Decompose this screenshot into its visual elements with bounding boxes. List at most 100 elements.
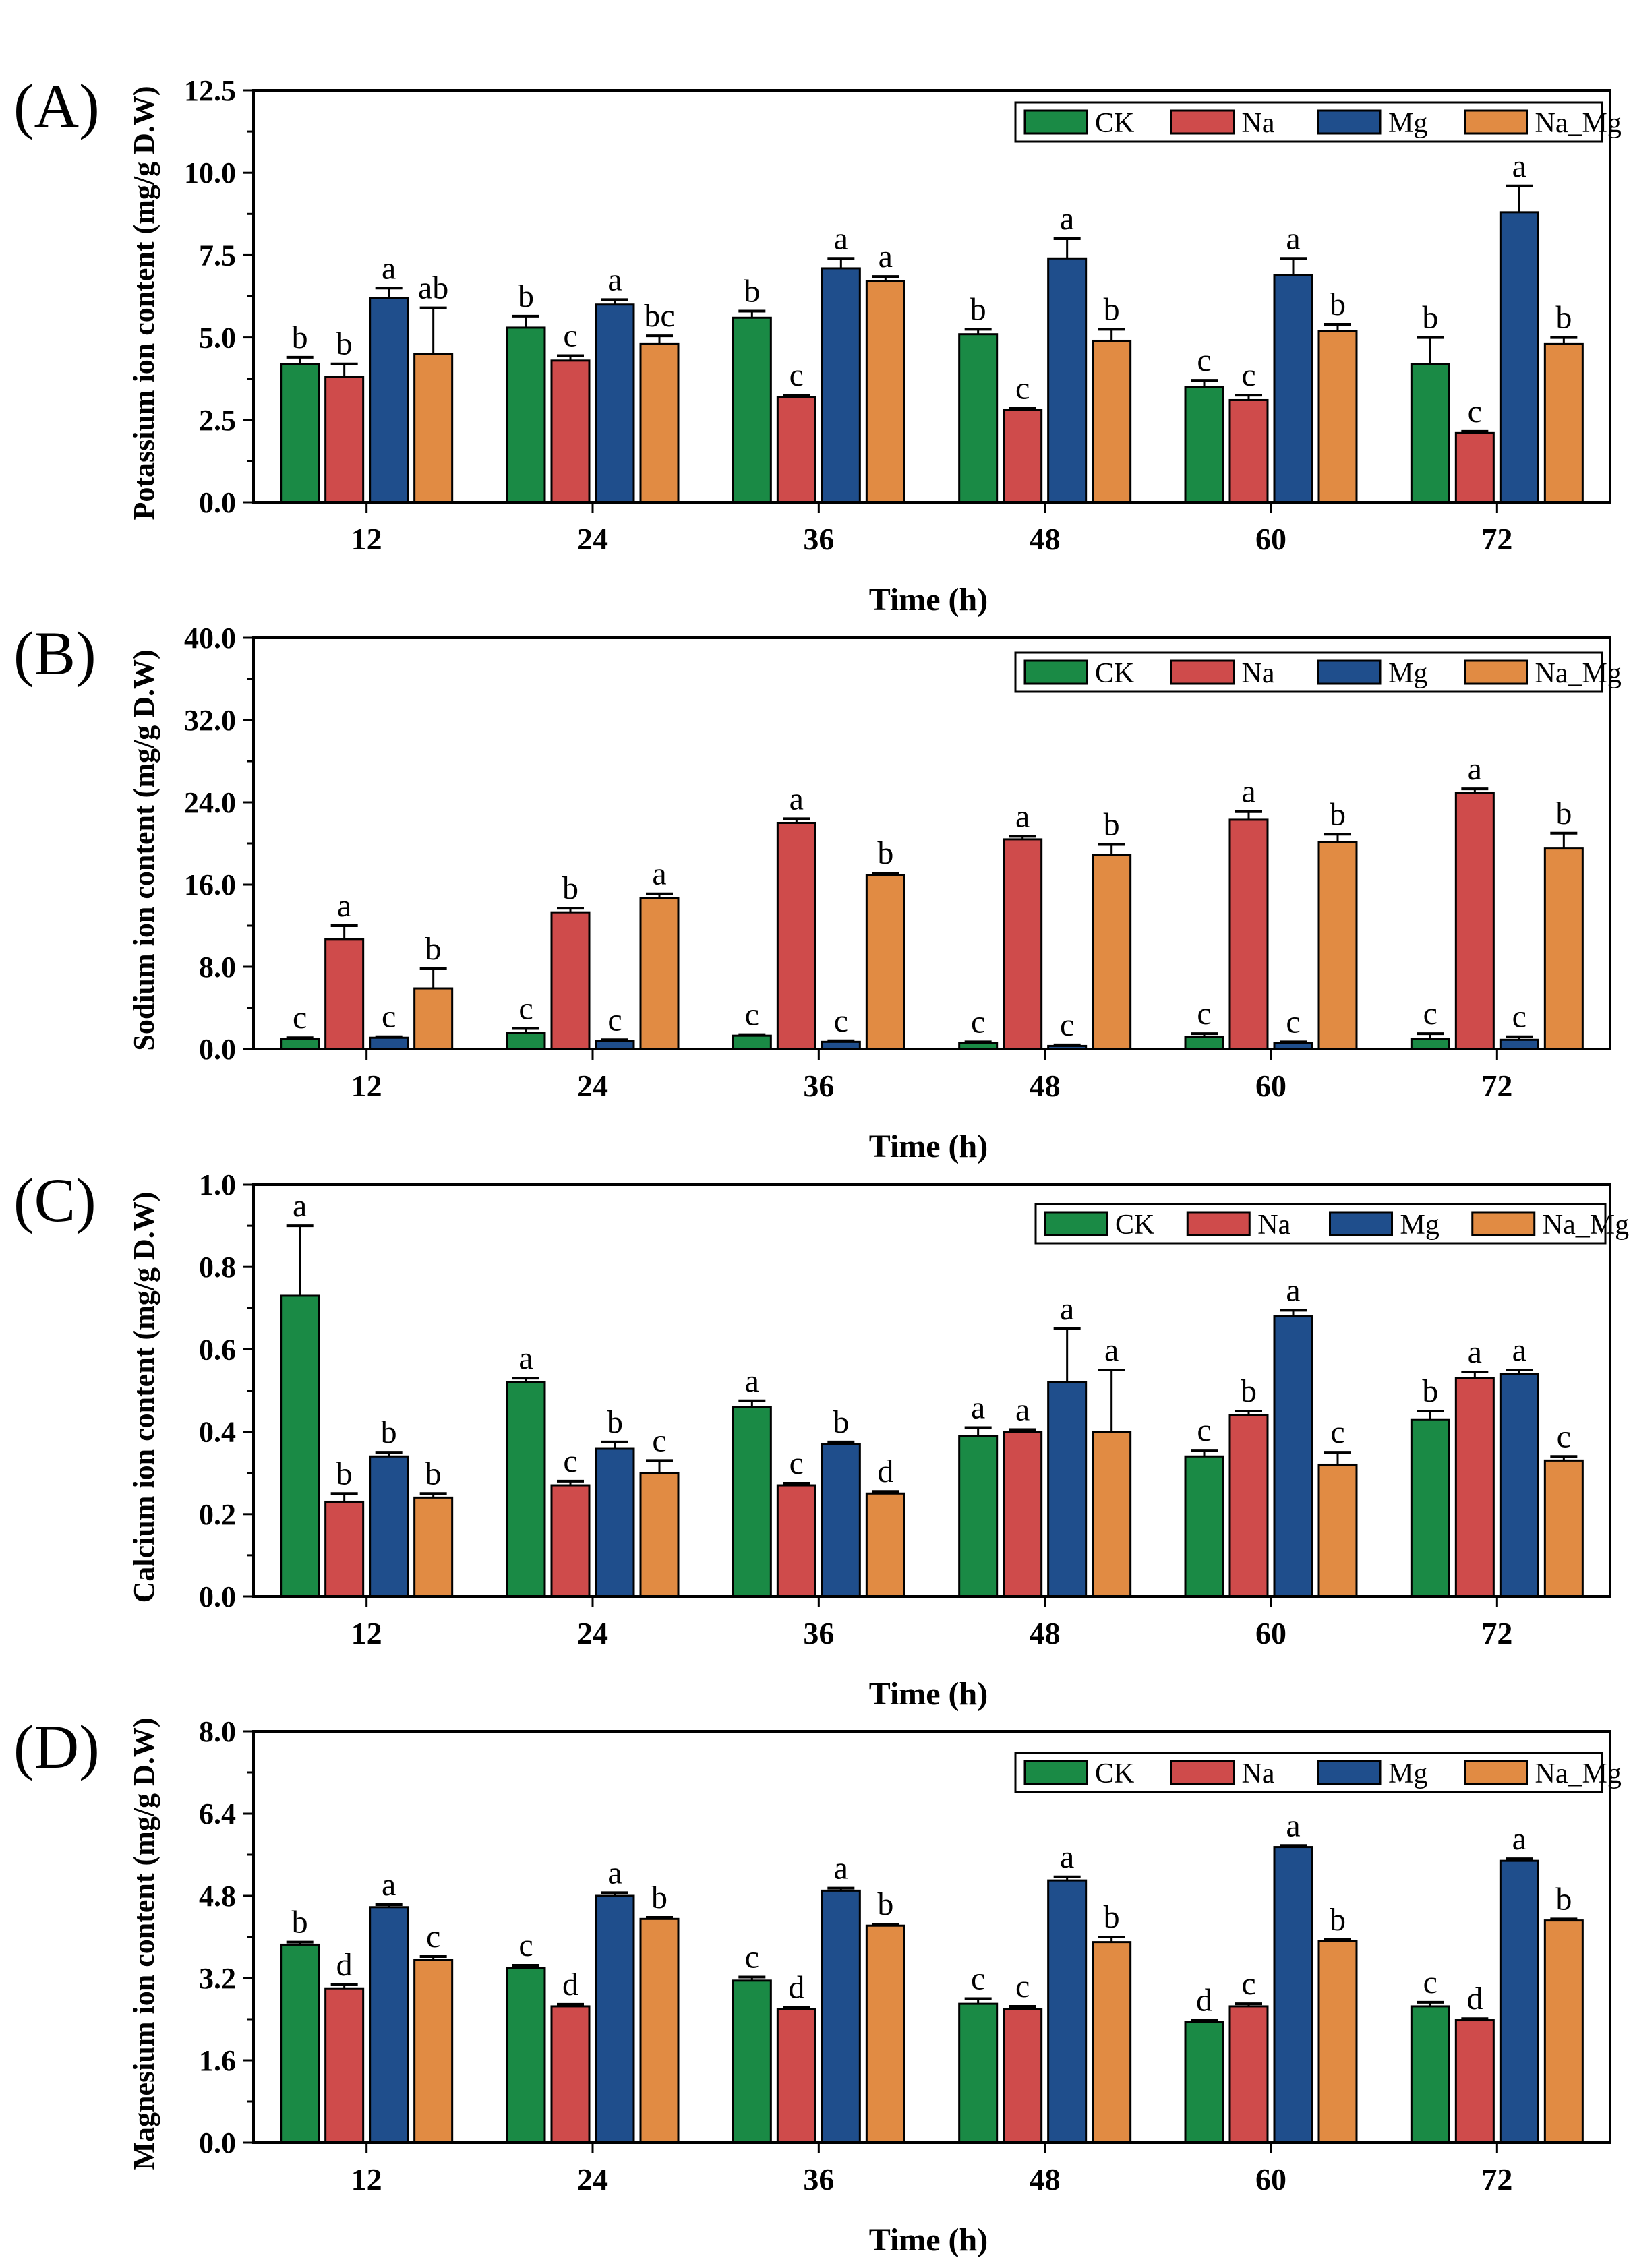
significance-letter: a xyxy=(745,1363,759,1399)
bar-na-mg-24h xyxy=(639,342,680,504)
plot-frame xyxy=(252,1730,1611,2144)
legend-label: Na_Mg xyxy=(1535,1758,1622,1789)
significance-letter: a xyxy=(1060,1291,1074,1327)
significance-letter: d xyxy=(562,1967,578,2002)
significance-letter: a xyxy=(1060,1839,1074,1875)
x-tick-label: 36 xyxy=(803,1616,834,1650)
significance-letter: b xyxy=(1555,300,1572,336)
significance-letter: b xyxy=(1330,1902,1346,1938)
bar-ck-72h xyxy=(1410,363,1450,504)
bar-na-mg-36h xyxy=(865,874,905,1050)
panel-label: (C) xyxy=(13,1166,96,1234)
y-tick-label: 2.5 xyxy=(199,404,236,437)
x-tick-label: 36 xyxy=(803,1069,834,1103)
bar-na-72h xyxy=(1454,2019,1495,2144)
y-tick-label: 40.0 xyxy=(184,622,236,655)
bar-mg-24h xyxy=(595,1447,635,1598)
x-tick-label: 48 xyxy=(1030,1616,1061,1650)
legend-swatch-na xyxy=(1170,109,1235,135)
legend-label: CK xyxy=(1115,1210,1154,1241)
bar-na-12h xyxy=(324,938,365,1050)
significance-letter: c xyxy=(745,1939,759,1975)
x-tick-label: 60 xyxy=(1255,2162,1286,2197)
bar-mg-48h xyxy=(1047,1381,1088,1598)
bar-na-36h xyxy=(776,2008,817,2144)
y-tick-label: 5.0 xyxy=(199,322,236,355)
legend-label: Na xyxy=(1242,108,1275,139)
legend: CK Na Mg Na_Mg xyxy=(1034,1203,1629,1245)
significance-letter: b xyxy=(562,870,578,906)
bar-ck-12h xyxy=(280,1038,320,1050)
x-tick-label: 60 xyxy=(1255,1616,1286,1650)
bar-na-12h xyxy=(324,1500,365,1598)
legend-label: CK xyxy=(1095,658,1134,689)
significance-letter: c xyxy=(1197,1412,1211,1448)
chart-panel-d: (D) Magnesium ion content (mg/g D.W) 0.0 1.… xyxy=(13,1712,1622,2258)
significance-letter: b xyxy=(292,320,308,355)
significance-letter: b xyxy=(336,326,353,362)
bar-mg-72h xyxy=(1499,211,1539,504)
bar-mg-60h xyxy=(1273,1315,1313,1598)
y-tick-label: 8.0 xyxy=(199,1715,236,1748)
significance-letter: a xyxy=(337,888,351,924)
significance-letter: b xyxy=(1104,1899,1120,1935)
x-axis-label: Time (h) xyxy=(869,582,988,618)
bar-ck-36h xyxy=(732,1034,772,1050)
significance-letter: a xyxy=(834,1851,848,1886)
x-tick-label: 36 xyxy=(803,522,834,556)
significance-letter: c xyxy=(1241,357,1255,393)
significance-letter: b xyxy=(336,1456,353,1491)
bar-mg-12h xyxy=(369,1455,409,1598)
significance-letter: a xyxy=(879,239,893,274)
legend-label: Na xyxy=(1242,1758,1275,1789)
bar-na-mg-12h xyxy=(413,1959,454,2144)
significance-letter: b xyxy=(1330,796,1346,832)
x-tick-label: 72 xyxy=(1481,522,1512,556)
y-tick-label: 0.0 xyxy=(199,486,236,519)
x-tick-label: 60 xyxy=(1255,1069,1286,1103)
significance-letter: c xyxy=(834,1003,848,1039)
significance-letter: a xyxy=(1512,1332,1526,1368)
legend: CK Na Mg Na_Mg xyxy=(1014,101,1622,143)
bar-mg-24h xyxy=(595,1894,635,2144)
significance-letter: c xyxy=(1330,1414,1344,1450)
x-tick-label: 72 xyxy=(1481,1616,1512,1650)
bar-mg-12h xyxy=(369,1906,409,2144)
y-tick-label: 0.0 xyxy=(199,1033,236,1066)
y-axis-label: Sodium ion content (mg/g D.W) xyxy=(127,649,160,1050)
y-tick-label: 10.0 xyxy=(184,156,236,189)
y-tick-label: 0.4 xyxy=(199,1416,236,1449)
bar-ck-72h xyxy=(1410,1038,1450,1050)
x-tick-label: 12 xyxy=(351,1616,382,1650)
legend-label: Mg xyxy=(1388,1758,1427,1789)
bar-ck-60h xyxy=(1184,386,1224,504)
x-tick-label: 72 xyxy=(1481,2162,1512,2197)
bar-ck-12h xyxy=(280,363,320,504)
bar-na-mg-60h xyxy=(1317,330,1358,504)
plot-frame xyxy=(252,636,1611,1050)
bar-na-72h xyxy=(1454,1377,1495,1598)
significance-letter: c xyxy=(1512,999,1526,1035)
x-tick-label: 48 xyxy=(1030,522,1061,556)
significance-letter: b xyxy=(744,273,760,309)
significance-letter: a xyxy=(1286,1808,1300,1843)
significance-letter: ab xyxy=(418,270,448,306)
legend-swatch-ck xyxy=(1044,1211,1108,1236)
x-tick-label: 24 xyxy=(577,1069,608,1103)
x-axis-label: Time (h) xyxy=(869,2222,988,2258)
significance-letter: c xyxy=(1197,996,1211,1032)
bar-na-mg-60h xyxy=(1317,1463,1358,1598)
bar-na-mg-60h xyxy=(1317,1940,1358,2144)
significance-letter: a xyxy=(1104,1332,1119,1368)
bar-na-mg-48h xyxy=(1092,339,1132,504)
y-tick-label: 24.0 xyxy=(184,786,236,819)
bar-mg-72h xyxy=(1499,1038,1539,1050)
y-tick-label: 16.0 xyxy=(184,868,236,901)
significance-letter: b xyxy=(381,1414,397,1450)
legend-swatch-mg xyxy=(1317,659,1382,685)
bar-na-24h xyxy=(550,1484,591,1598)
legend-swatch-na-mg xyxy=(1464,659,1528,685)
significance-letter: c xyxy=(1241,1966,1255,2002)
bar-ck-72h xyxy=(1410,2005,1450,2144)
